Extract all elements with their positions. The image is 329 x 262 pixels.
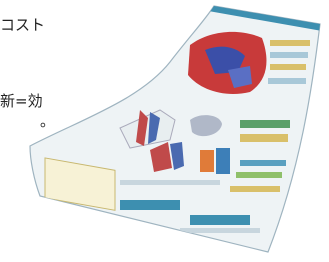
page: コスト 新=効 。 (() => { const data = JSO <box>0 0 329 262</box>
paper-illustration <box>0 0 329 262</box>
